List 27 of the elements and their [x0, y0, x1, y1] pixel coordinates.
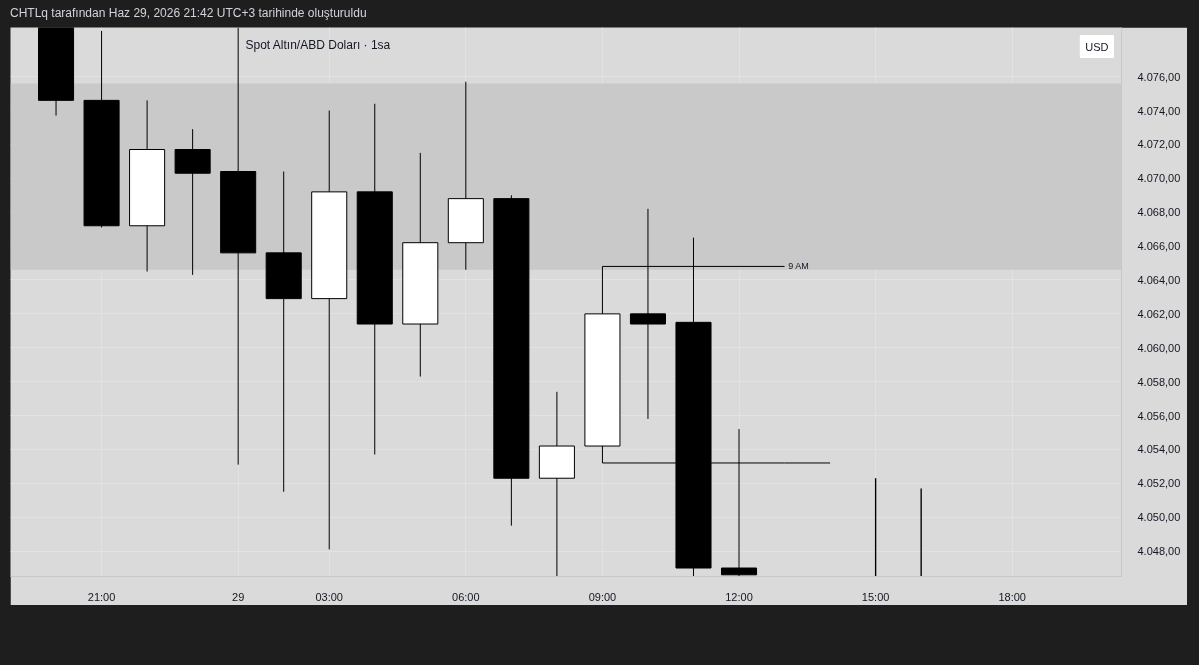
x-tick-label: 03:00: [315, 590, 343, 603]
y-axis-title: USD: [1085, 40, 1109, 53]
x-tick-label: 21:00: [87, 590, 116, 603]
y-tick-label: 4.054,00: [1137, 443, 1181, 456]
x-tick-label: 12:00: [725, 590, 753, 603]
y-tick-label: 4.062,00: [1137, 307, 1181, 320]
y-tick-label: 4.058,00: [1137, 375, 1181, 388]
y-tick-label: 4.056,00: [1137, 409, 1181, 422]
y-tick-label: 4.066,00: [1137, 240, 1181, 253]
y-tick-label: 4.052,00: [1137, 477, 1181, 490]
y-tick-label: 4.068,00: [1137, 206, 1181, 219]
text: CHTLq tarafından Haz 29, 2026 21:42 UTC+3 tarihinde oluşturuldu: [10, 5, 367, 22]
y-tick-label: 4.076,00: [1137, 70, 1181, 83]
x-tick-label: 06:00: [452, 590, 480, 603]
y-tick-label: 4.064,00: [1137, 273, 1181, 286]
y-tick-label: 4.048,00: [1137, 545, 1181, 558]
series-label: 9 AM: [788, 261, 809, 272]
x-tick-label: 09:00: [588, 590, 617, 603]
y-tick-label: 4.070,00: [1137, 172, 1181, 185]
y-tick-label: 4.050,00: [1137, 511, 1181, 524]
x-tick-label: 18:00: [998, 590, 1026, 603]
x-tick-label: 15:00: [861, 590, 890, 603]
y-tick-label: 4.072,00: [1137, 138, 1181, 151]
text: Spot Altın/ABD Doları · 1sa: [245, 37, 391, 52]
y-tick-label: 4.074,00: [1137, 104, 1181, 117]
x-tick-label: 29: [232, 590, 245, 603]
y-tick-label: 4.060,00: [1137, 341, 1181, 354]
